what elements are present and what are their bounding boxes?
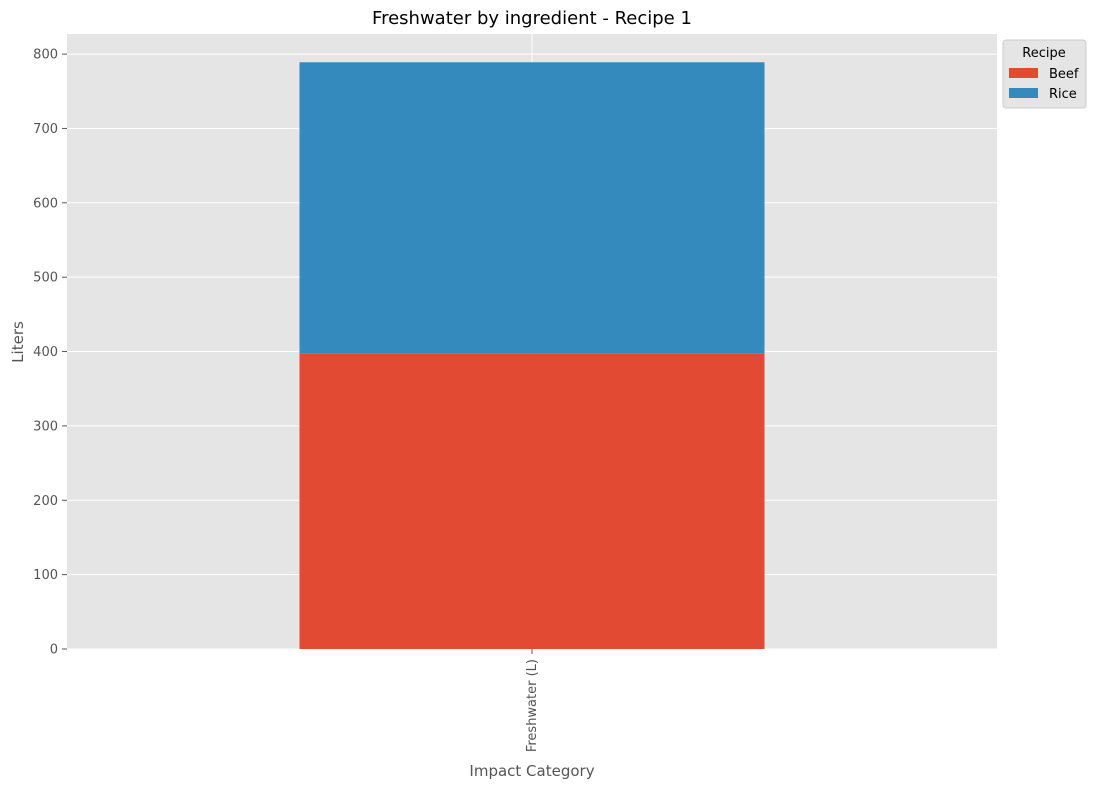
y-axis-ticks: 0 100 200 300 400 500 600 700 800 [33,48,67,658]
y-tick-label: 700 [33,122,58,137]
legend-label-beef: Beef [1049,67,1079,82]
y-tick-label: 100 [33,568,58,583]
legend-title: Recipe [1022,46,1065,61]
y-tick-label: 200 [33,494,58,509]
y-tick-label: 500 [33,271,58,286]
y-tick-label: 800 [33,48,58,63]
legend-swatch-beef [1009,68,1038,78]
y-tick-label: 400 [33,345,58,360]
legend-label-rice: Rice [1049,87,1077,102]
y-tick-label: 600 [33,196,58,211]
bar-segment-rice [299,62,765,354]
chart-title: Freshwater by ingredient - Recipe 1 [372,8,692,29]
y-tick-label: 300 [33,419,58,434]
bar-segment-beef [299,353,765,649]
y-axis-label: Liters [9,321,27,363]
legend: Recipe Beef Rice [1002,39,1087,109]
legend-swatch-rice [1009,88,1038,98]
x-axis-label: Impact Category [469,762,594,780]
x-axis-ticks: Freshwater (L) [525,649,540,752]
x-tick-label: Freshwater (L) [525,659,540,752]
y-tick-label: 0 [50,643,58,658]
bars [299,62,765,649]
